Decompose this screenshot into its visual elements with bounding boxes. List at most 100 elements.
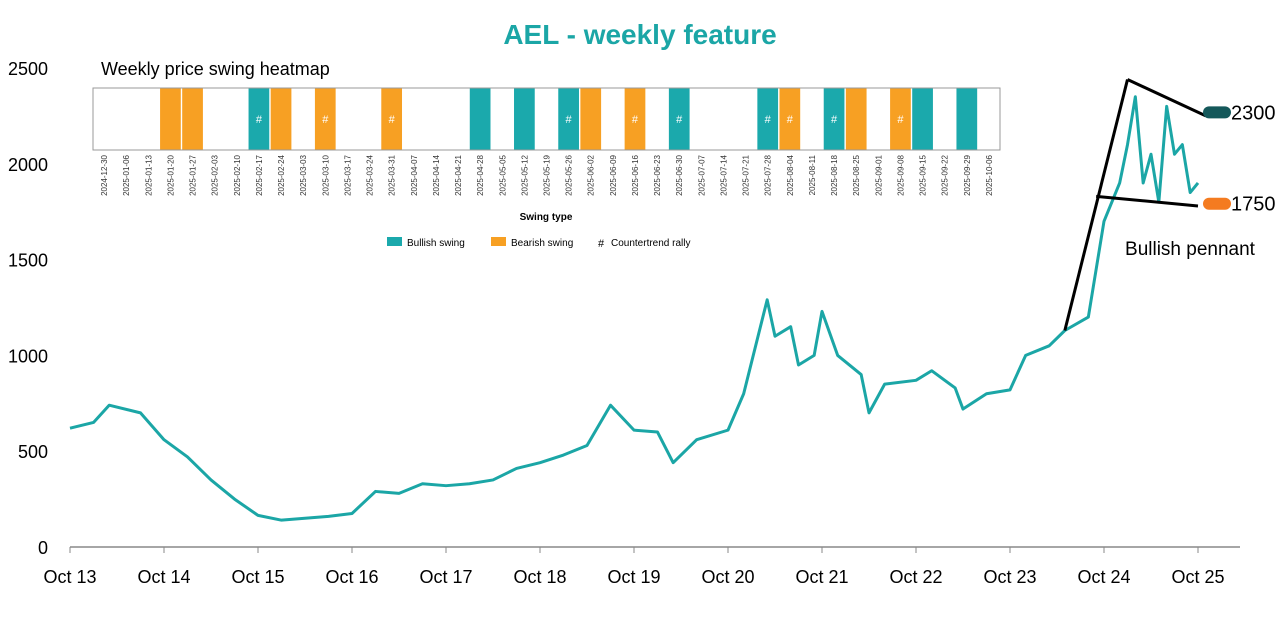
week-label: 2025-02-24 (277, 154, 286, 195)
y-tick-label: 1500 (8, 251, 48, 271)
heatmap-cell-bull (912, 88, 933, 150)
x-tick-label: Oct 20 (701, 567, 754, 587)
week-label: 2025-08-25 (852, 154, 861, 195)
week-label: 2025-09-15 (919, 154, 928, 195)
countertrend-mark: # (389, 114, 396, 126)
heatmap-title: Weekly price swing heatmap (101, 59, 330, 79)
week-label: 2025-03-31 (388, 154, 397, 195)
week-label: 2025-04-07 (410, 154, 419, 195)
countertrend-mark: # (831, 114, 838, 126)
week-label: 2025-01-20 (166, 154, 175, 195)
week-label: 2025-09-01 (874, 154, 883, 195)
week-label: 2025-08-18 (830, 154, 839, 195)
heatmap-axis-label: Swing type (520, 212, 573, 223)
week-label: 2025-01-27 (189, 154, 198, 195)
x-tick-label: Oct 14 (137, 567, 190, 587)
week-label: 2025-05-19 (543, 154, 552, 195)
y-tick-label: 1000 (8, 346, 48, 366)
week-label: 2025-02-17 (255, 154, 264, 195)
x-tick-label: Oct 23 (983, 567, 1036, 587)
countertrend-mark: # (256, 114, 263, 126)
level-label: 2300 (1231, 102, 1276, 124)
heatmap-cell-bear (270, 88, 292, 150)
countertrend-mark: # (897, 114, 904, 126)
level-marker (1203, 197, 1231, 210)
x-tick-label: Oct 13 (43, 567, 96, 587)
x-tick-label: Oct 17 (419, 567, 472, 587)
week-label: 2025-06-02 (587, 154, 596, 195)
week-label: 2025-09-22 (941, 154, 950, 195)
heatmap-cell-bear (182, 88, 203, 150)
week-label: 2025-09-29 (963, 154, 972, 195)
week-label: 2025-03-17 (343, 154, 352, 195)
heatmap-cell-bear (845, 88, 867, 150)
heatmap-cell-bull (514, 88, 535, 150)
heatmap-cell-bull (757, 88, 779, 150)
heatmap-cell-bear (624, 88, 646, 150)
heatmap-cell-bear (890, 88, 911, 150)
week-label: 2025-08-11 (808, 154, 817, 195)
week-label: 2025-07-14 (719, 154, 728, 195)
heatmap-cell-bear (381, 88, 403, 150)
week-label: 2025-10-06 (985, 154, 994, 195)
countertrend-mark: # (632, 114, 639, 126)
pattern-label: Bullish pennant (1125, 239, 1256, 260)
week-label: 2025-02-10 (233, 154, 242, 195)
week-label: 2025-06-09 (609, 154, 618, 195)
x-tick-label: Oct 22 (889, 567, 942, 587)
heatmap-cell-bear (580, 88, 602, 150)
x-tick-label: Oct 16 (325, 567, 378, 587)
week-label: 2025-04-21 (454, 154, 463, 195)
week-label: 2025-06-30 (675, 154, 684, 195)
y-tick-label: 2000 (8, 155, 48, 175)
countertrend-mark: # (676, 114, 683, 126)
heatmap-cell-bear (779, 88, 801, 150)
y-tick-label: 500 (18, 442, 48, 462)
week-label: 2025-01-13 (144, 154, 153, 195)
week-label: 2025-07-21 (742, 154, 751, 195)
legend-label-countertrend: Countertrend rally (611, 238, 690, 249)
pennant-trendline (1126, 78, 1207, 118)
week-label: 2025-07-07 (697, 154, 706, 195)
legend-symbol-countertrend: # (598, 238, 605, 250)
y-tick-label: 0 (38, 538, 48, 558)
heatmap-cell-bull (469, 88, 491, 150)
heatmap-cell-bull (558, 88, 579, 150)
x-tick-label: Oct 19 (607, 567, 660, 587)
week-label: 2025-03-03 (299, 154, 308, 195)
countertrend-mark: # (765, 114, 772, 126)
week-label: 2025-04-28 (476, 154, 485, 195)
week-label: 2025-03-24 (366, 154, 375, 195)
x-tick-label: Oct 25 (1171, 567, 1224, 587)
week-label: 2025-01-06 (122, 154, 131, 195)
legend-swatch-bullish (387, 237, 402, 246)
week-label: 2025-05-26 (565, 154, 574, 195)
level-label: 1750 (1231, 194, 1276, 216)
week-label: 2025-04-14 (432, 154, 441, 195)
week-label: 2025-09-08 (896, 154, 905, 195)
week-label: 2025-02-03 (211, 154, 220, 195)
heatmap-cell-bear (314, 88, 336, 150)
week-label: 2025-06-23 (653, 154, 662, 195)
countertrend-mark: # (322, 114, 329, 126)
week-label: 2024-12-30 (100, 154, 109, 195)
x-tick-label: Oct 18 (513, 567, 566, 587)
heatmap-cell-bull (668, 88, 690, 150)
chart-title: AEL - weekly feature (503, 19, 776, 50)
legend-swatch-bearish (491, 237, 506, 246)
countertrend-mark: # (566, 114, 573, 126)
pennant-trendline (1063, 79, 1129, 331)
pennant-trendline (1096, 194, 1199, 208)
x-tick-label: Oct 15 (231, 567, 284, 587)
heatmap-cell-bull (823, 88, 845, 150)
legend-label-bullish: Bullish swing (407, 238, 465, 249)
y-tick-label: 2500 (8, 59, 48, 79)
week-label: 2025-05-05 (498, 154, 507, 195)
x-tick-label: Oct 24 (1077, 567, 1130, 587)
price-line (69, 95, 1200, 522)
countertrend-mark: # (787, 114, 794, 126)
legend-label-bearish: Bearish swing (511, 238, 573, 249)
week-label: 2025-07-28 (764, 154, 773, 195)
heatmap-cell-bull (248, 88, 270, 150)
